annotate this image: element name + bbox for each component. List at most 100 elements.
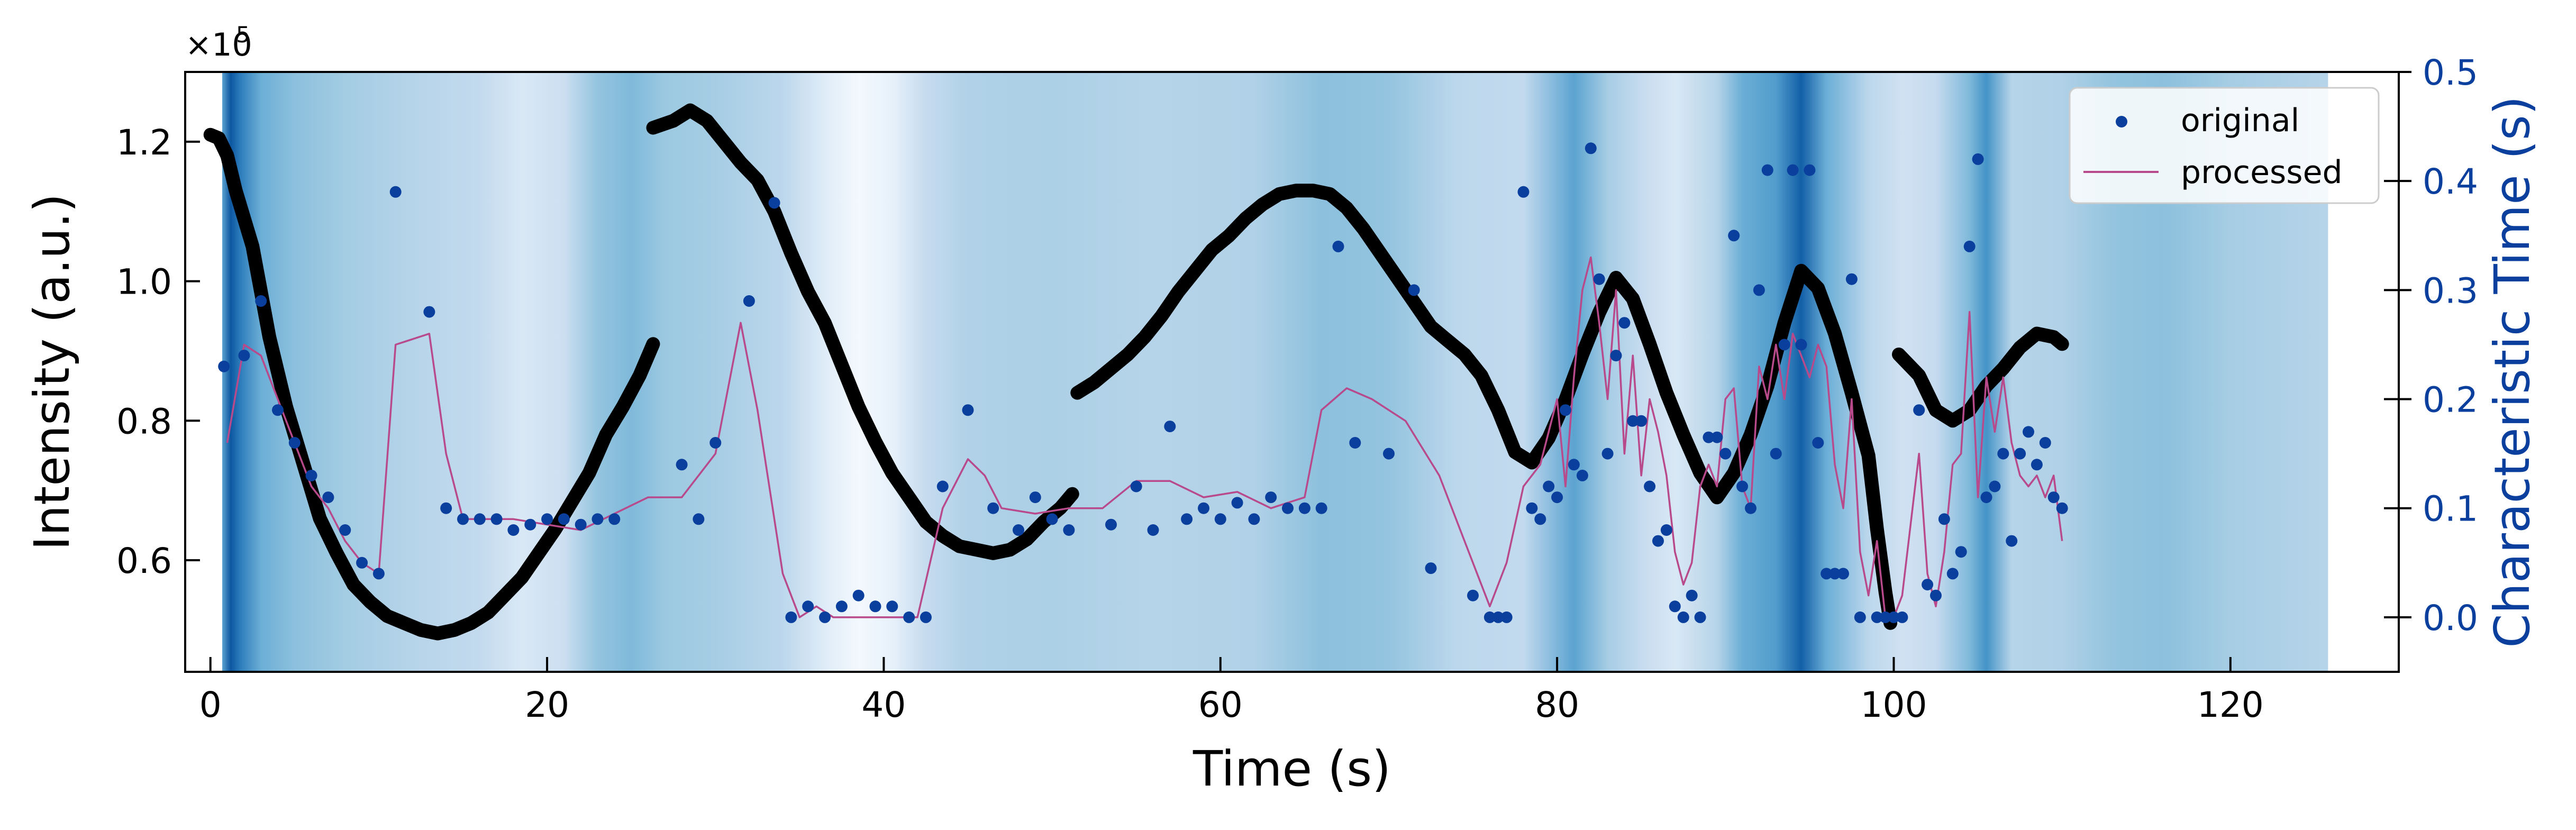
original-point — [1332, 240, 1344, 252]
original-point — [2056, 502, 2068, 514]
original-point — [1812, 437, 1824, 449]
original-point — [541, 513, 553, 525]
original-point — [1610, 350, 1622, 362]
original-point — [1829, 568, 1841, 580]
x-tick-label: 20 — [525, 685, 569, 725]
original-point — [693, 513, 705, 525]
original-point — [356, 557, 368, 569]
original-point — [1719, 448, 1732, 460]
original-point — [676, 459, 688, 471]
original-point — [1997, 448, 2009, 460]
original-point — [490, 513, 503, 525]
original-point — [1467, 589, 1479, 601]
original-point — [272, 404, 284, 416]
original-point — [1922, 579, 1934, 591]
original-point — [2006, 535, 2018, 547]
original-point — [1492, 611, 1504, 623]
original-point — [1963, 240, 1976, 252]
original-point — [1913, 404, 1925, 416]
original-point — [1265, 491, 1277, 504]
original-point — [1248, 513, 1260, 525]
original-point — [768, 197, 780, 209]
original-point — [1804, 164, 1816, 176]
original-point — [1728, 230, 1740, 242]
legend-marker-original — [2116, 116, 2127, 127]
x-axis-ticks: 0 20 40 60 80 100 120 — [199, 657, 2264, 725]
original-point — [1795, 339, 1807, 351]
original-point — [1930, 589, 1942, 601]
background-intensity-map — [222, 72, 2328, 672]
original-point — [903, 611, 915, 623]
original-point — [524, 518, 536, 531]
original-point — [457, 513, 469, 525]
original-point — [255, 295, 267, 307]
original-point — [1130, 480, 1142, 492]
original-point — [1837, 568, 1849, 580]
original-point — [1517, 186, 1530, 198]
original-point — [1736, 480, 1749, 492]
original-point — [322, 491, 334, 504]
original-point — [1955, 546, 1967, 558]
original-point — [608, 513, 621, 525]
original-point — [1753, 284, 1765, 296]
original-point — [1425, 562, 1437, 574]
original-point — [1231, 497, 1243, 509]
original-point — [423, 306, 435, 318]
y-multiplier-exponent: 5 — [236, 22, 250, 48]
original-point — [1298, 502, 1310, 514]
processed-line — [226, 256, 2063, 618]
right-y-axis-ticks: 0.0 0.1 0.2 0.3 0.4 0.5 — [2384, 52, 2478, 639]
original-point — [1560, 404, 1571, 416]
original-point — [709, 437, 722, 449]
original-point — [238, 350, 250, 362]
original-point — [218, 360, 230, 372]
original-point — [1821, 568, 1833, 580]
x-tick-label: 60 — [1198, 685, 1243, 725]
original-point — [1198, 502, 1209, 514]
original-point — [1526, 502, 1538, 514]
original-point — [1896, 611, 1908, 623]
original-point — [819, 611, 831, 623]
y-tick-label: 1.2 — [116, 122, 172, 163]
y-axis-label: Intensity (a.u.) — [24, 194, 80, 551]
original-point — [1618, 317, 1631, 329]
original-point — [869, 600, 881, 613]
original-point — [1938, 513, 1950, 525]
original-point — [1500, 611, 1513, 623]
original-point — [1686, 589, 1698, 601]
original-point — [440, 502, 452, 514]
original-point — [305, 469, 317, 481]
legend-box — [2069, 87, 2380, 204]
original-point — [1576, 469, 1588, 481]
original-point — [2014, 448, 2026, 460]
x-tick-label: 80 — [1535, 685, 1579, 725]
original-point — [1063, 524, 1075, 536]
original-point — [1534, 513, 1546, 525]
original-point — [1408, 284, 1420, 296]
x-axis-label: Time (s) — [1193, 741, 1391, 797]
original-point — [1871, 611, 1883, 623]
original-point — [1677, 611, 1689, 623]
x-tick-label: 40 — [861, 685, 906, 725]
original-point — [1854, 611, 1866, 623]
y-multiplier-base: ×10 — [185, 26, 252, 63]
original-point — [1568, 459, 1580, 471]
y-tick-label: 1.0 — [116, 262, 172, 303]
original-point — [1652, 535, 1664, 547]
original-point — [1551, 491, 1563, 504]
original-point — [1013, 524, 1024, 536]
intensity-trace — [646, 103, 1079, 560]
original-point — [743, 295, 755, 307]
original-point — [886, 600, 898, 613]
original-point — [1669, 600, 1681, 613]
original-point — [1989, 480, 2001, 492]
original-point — [962, 404, 974, 416]
original-point — [1660, 524, 1672, 536]
original-point — [558, 513, 570, 525]
original-point — [2031, 459, 2043, 471]
original-point — [389, 186, 402, 198]
original-point — [339, 524, 351, 536]
original-point — [802, 600, 814, 613]
original-point — [1770, 448, 1782, 460]
